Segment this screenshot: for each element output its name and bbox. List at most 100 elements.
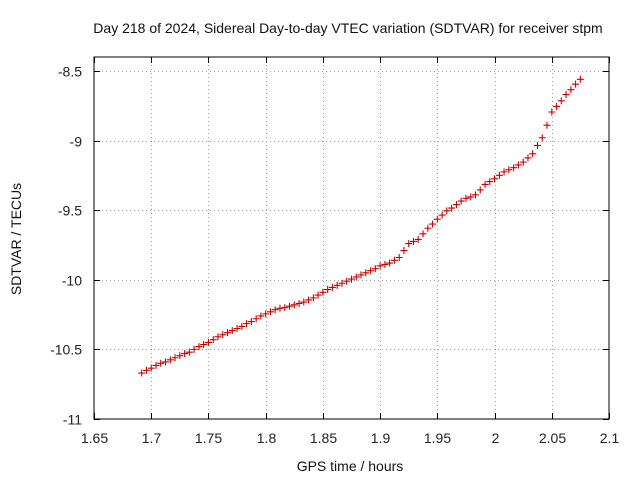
- y-tick-label: -9: [70, 134, 83, 150]
- data-point: [290, 301, 298, 309]
- data-point: [300, 298, 308, 306]
- data-point: [371, 265, 379, 273]
- data-point: [348, 275, 355, 283]
- data-point: [462, 194, 470, 202]
- data-point: [572, 80, 580, 88]
- data-point: [243, 320, 251, 328]
- data-point: [204, 338, 212, 346]
- axis-ticks: 1.65 1.7 1.75 1.8 1.85 1.9 1.95 2 2.05 2.1 -8.5 -9 -…: [50, 57, 619, 446]
- data-point: [433, 215, 441, 223]
- data-point: [362, 269, 370, 277]
- data-point: [166, 356, 174, 364]
- data-point: [224, 329, 232, 337]
- data-point: [471, 191, 479, 199]
- data-point: [200, 341, 208, 349]
- data-point: [152, 361, 160, 369]
- y-tick-label: -8.5: [58, 64, 82, 80]
- data-point: [285, 302, 293, 310]
- data-point: [147, 364, 155, 372]
- data-point: [476, 186, 484, 194]
- data-point: [262, 310, 270, 318]
- data-point: [157, 359, 165, 367]
- data-point: [505, 166, 513, 174]
- data-point: [457, 197, 465, 205]
- data-point: [491, 175, 499, 183]
- data-point: [219, 331, 227, 339]
- data-point: [467, 193, 475, 201]
- data-point: [233, 325, 241, 332]
- data-point: [238, 322, 246, 330]
- data-points: [138, 75, 584, 377]
- data-point: [271, 306, 279, 314]
- data-point: [438, 211, 446, 219]
- x-axis-label: GPS time / hours: [297, 458, 404, 474]
- data-point: [514, 161, 522, 169]
- data-point: [395, 253, 403, 261]
- data-point: [567, 86, 575, 94]
- data-point: [481, 180, 489, 188]
- x-tick-label: 1.8: [257, 430, 277, 446]
- data-point: [281, 304, 289, 312]
- data-point: [529, 150, 537, 158]
- data-point: [448, 204, 456, 212]
- data-point: [557, 97, 565, 105]
- data-point: [524, 154, 532, 162]
- data-point: [486, 178, 494, 186]
- data-point: [452, 201, 460, 209]
- data-point: [190, 345, 198, 353]
- data-point: [309, 294, 317, 302]
- data-point: [390, 256, 398, 264]
- data-point: [510, 164, 518, 172]
- data-point: [276, 304, 284, 312]
- chart-title: Day 218 of 2024, Sidereal Day-to-day VTE…: [93, 20, 602, 36]
- data-point: [576, 75, 584, 83]
- data-point: [352, 273, 360, 281]
- data-point: [295, 299, 303, 307]
- data-point: [247, 318, 255, 326]
- data-point: [543, 121, 551, 129]
- data-point: [138, 369, 146, 377]
- x-tick-label: 1.7: [142, 430, 162, 446]
- data-point: [162, 358, 170, 366]
- data-point: [195, 343, 203, 351]
- data-point: [319, 288, 327, 296]
- data-point: [429, 220, 437, 228]
- y-tick-label: -10.5: [50, 342, 82, 358]
- data-point: [533, 141, 541, 149]
- x-tick-label: 1.9: [371, 430, 391, 446]
- plot-frame: [93, 56, 610, 420]
- x-tick-label: 1.65: [81, 430, 108, 446]
- data-point: [185, 348, 193, 356]
- x-tick-label: 2: [492, 430, 500, 446]
- data-point: [495, 171, 503, 179]
- data-point: [228, 327, 236, 335]
- data-point: [386, 259, 394, 267]
- data-point: [381, 260, 389, 268]
- x-tick-label: 1.95: [424, 430, 451, 446]
- data-point: [314, 291, 322, 299]
- data-point: [343, 277, 351, 285]
- x-tick-label: 2.1: [600, 430, 620, 446]
- data-point: [548, 108, 556, 116]
- data-point: [419, 230, 427, 238]
- y-tick-label: -10: [62, 273, 82, 289]
- data-point: [176, 352, 184, 360]
- y-tick-label: -11: [63, 412, 82, 428]
- data-point: [209, 336, 217, 344]
- grid: [94, 57, 609, 419]
- data-point: [142, 366, 150, 374]
- data-point: [538, 134, 546, 142]
- data-point: [305, 296, 313, 304]
- y-axis-label: SDTVAR / TECUs: [8, 183, 24, 295]
- data-point: [414, 235, 422, 243]
- data-point: [405, 240, 413, 248]
- data-point: [500, 168, 508, 176]
- y-tick-label: -9.5: [58, 203, 82, 219]
- data-point: [367, 267, 375, 275]
- data-point: [519, 158, 527, 166]
- data-point: [376, 262, 384, 270]
- x-tick-label: 1.75: [195, 430, 222, 446]
- x-tick-label: 2.05: [539, 430, 566, 446]
- data-point: [357, 271, 365, 279]
